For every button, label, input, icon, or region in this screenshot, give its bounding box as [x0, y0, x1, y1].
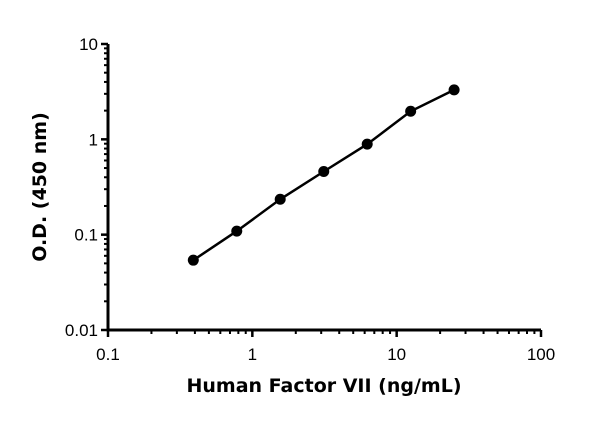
x-tick-label: 10 — [387, 345, 406, 364]
data-point — [187, 254, 199, 266]
x-tick-label: 100 — [527, 345, 555, 364]
y-tick-label: 0.01 — [65, 321, 98, 340]
x-axis: 0.1 1 10 100 — [96, 328, 555, 364]
data-series — [187, 84, 460, 266]
data-point — [405, 105, 417, 117]
data-point — [231, 225, 243, 237]
y-tick-label: 10 — [79, 35, 98, 54]
data-point — [361, 138, 373, 150]
x-axis-title: Human Factor VII (ng/mL) — [186, 375, 461, 397]
y-axis: 0.01 0.1 1 10 — [65, 35, 110, 340]
x-tick-label: 0.1 — [96, 345, 120, 364]
data-point — [274, 193, 286, 205]
x-tick-label: 1 — [248, 345, 257, 364]
data-point — [448, 84, 460, 96]
y-axis-title: O.D. (450 nm) — [29, 112, 51, 262]
y-tick-label: 1 — [89, 130, 98, 149]
y-tick-label: 0.1 — [74, 226, 98, 245]
data-point — [318, 165, 330, 177]
